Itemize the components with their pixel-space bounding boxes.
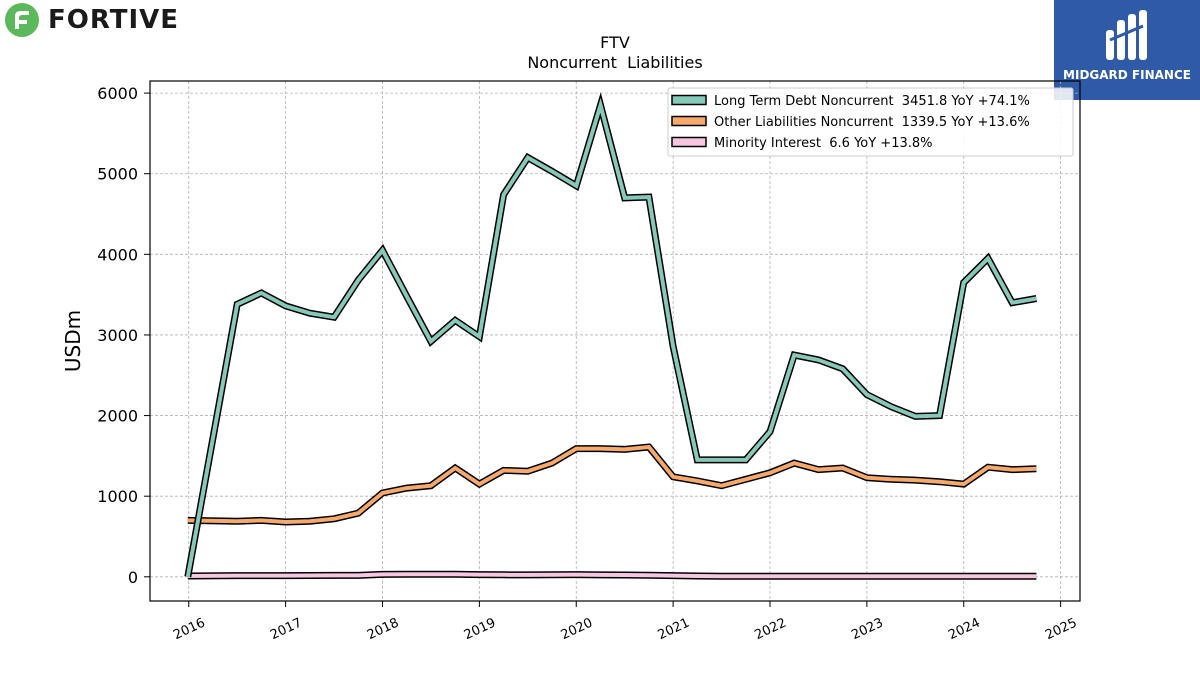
legend-box: [667, 87, 1074, 157]
series-outline-1: [187, 443, 1037, 526]
legend-label: Minority Interest 6.6 YoY +13.8%: [714, 136, 933, 151]
legend-label: Long Term Debt Noncurrent 3451.8 YoY +74…: [714, 94, 1030, 109]
y-tick-label: 6000: [97, 84, 138, 103]
legend-swatch: [671, 136, 707, 148]
fortive-logo: FORTIVE: [4, 2, 179, 38]
series-line-2: [187, 572, 1037, 579]
x-tick-label: 2019: [462, 616, 498, 644]
plot-frame: [149, 80, 1081, 602]
legend-swatch: [671, 115, 707, 127]
series-line-0: [185, 97, 1037, 578]
y-tick-label: 0: [128, 568, 138, 587]
x-tick-label: 2021: [656, 616, 692, 644]
series-outline-0: [184, 92, 1037, 578]
x-tick-label: 2020: [559, 616, 595, 644]
x-tick-label: 2017: [268, 616, 304, 644]
fortive-logo-icon: [5, 3, 39, 37]
y-tick-label: 3000: [97, 326, 138, 345]
y-tick-label: 4000: [97, 245, 138, 264]
x-tick-label: 2022: [752, 616, 788, 644]
chart-subtitle: Noncurrent Liabilities: [527, 53, 702, 72]
axes: 2016 2017 2018 2019 2020 2021 2022 2023 2024 2025…: [97, 84, 1079, 643]
series-lines: [184, 92, 1037, 580]
midgard-wordmark: MIDGARD FINANCE: [1063, 68, 1191, 82]
x-tick-label: 2016: [171, 616, 207, 644]
chart-title: FTV: [600, 33, 630, 52]
x-tick-label: 2025: [1043, 616, 1079, 644]
x-tick-label: 2018: [365, 616, 401, 644]
midgard-finance-logo: MIDGARD FINANCE: [1054, 0, 1200, 100]
legend: Long Term Debt Noncurrent 3451.8 YoY +74…: [667, 87, 1074, 157]
midgard-logo-icon: [1106, 10, 1147, 60]
legend-label: Other Liabilities Noncurrent 1339.5 YoY …: [714, 115, 1030, 130]
x-tick-label: 2024: [946, 616, 982, 644]
y-tick-label: 2000: [97, 407, 138, 426]
y-tick-label: 5000: [97, 165, 138, 184]
y-axis-label: USDm: [61, 310, 85, 372]
series-line-1: [187, 444, 1037, 525]
x-tick-label: 2023: [849, 616, 885, 644]
y-tick-label: 1000: [97, 487, 138, 506]
legend-swatch: [671, 94, 707, 106]
fortive-wordmark: FORTIVE: [48, 5, 180, 35]
